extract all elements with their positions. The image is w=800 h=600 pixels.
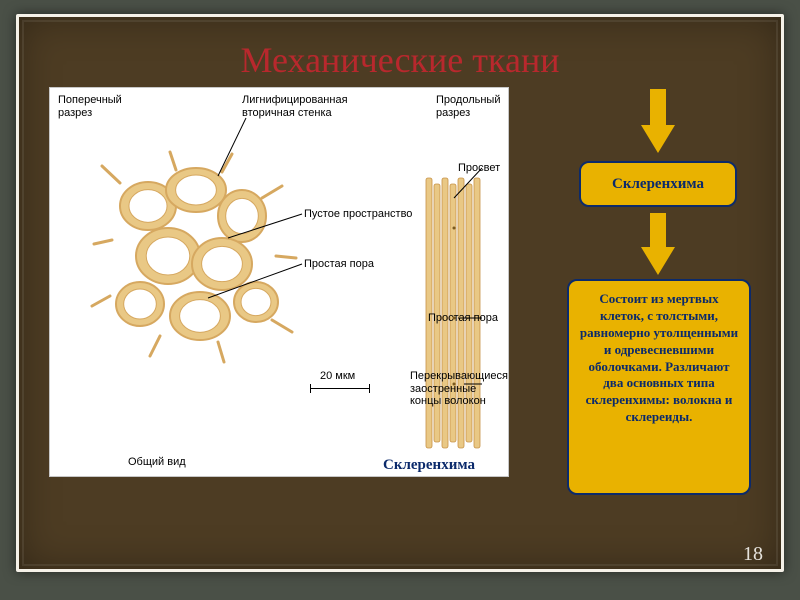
flow-title-box: Склеренхима (579, 161, 737, 207)
arrow-2 (641, 213, 675, 280)
slide-title: Механические ткани (19, 39, 781, 81)
page-number: 18 (743, 543, 763, 566)
slide-frame: Механические ткани Поперечный разрез Лиг… (16, 14, 784, 572)
label-overlapping: Перекрывающиеся заостренные концы волоко… (410, 370, 508, 408)
label-scale: 20 мкм (320, 370, 355, 383)
label-empty-space: Пустое пространство (304, 208, 412, 221)
scale-bar (310, 388, 370, 389)
diagram: Поперечный разрез Лигнифицированная втор… (49, 87, 509, 477)
label-general-view: Общий вид (128, 456, 186, 469)
diagram-caption: Склеренхима (383, 457, 475, 474)
arrow-1 (641, 89, 675, 158)
cells-svg (50, 88, 510, 478)
flow-desc-box: Состоит из мертвых клеток, с толстыми, р… (567, 279, 751, 495)
label-simple-pore-2: Простая пора (428, 312, 498, 325)
flow-desc-text: Состоит из мертвых клеток, с толстыми, р… (580, 291, 738, 424)
label-simple-pore: Простая пора (304, 258, 374, 271)
label-lumen: Просвет (458, 162, 500, 175)
flow-title-text: Склеренхима (612, 176, 704, 193)
